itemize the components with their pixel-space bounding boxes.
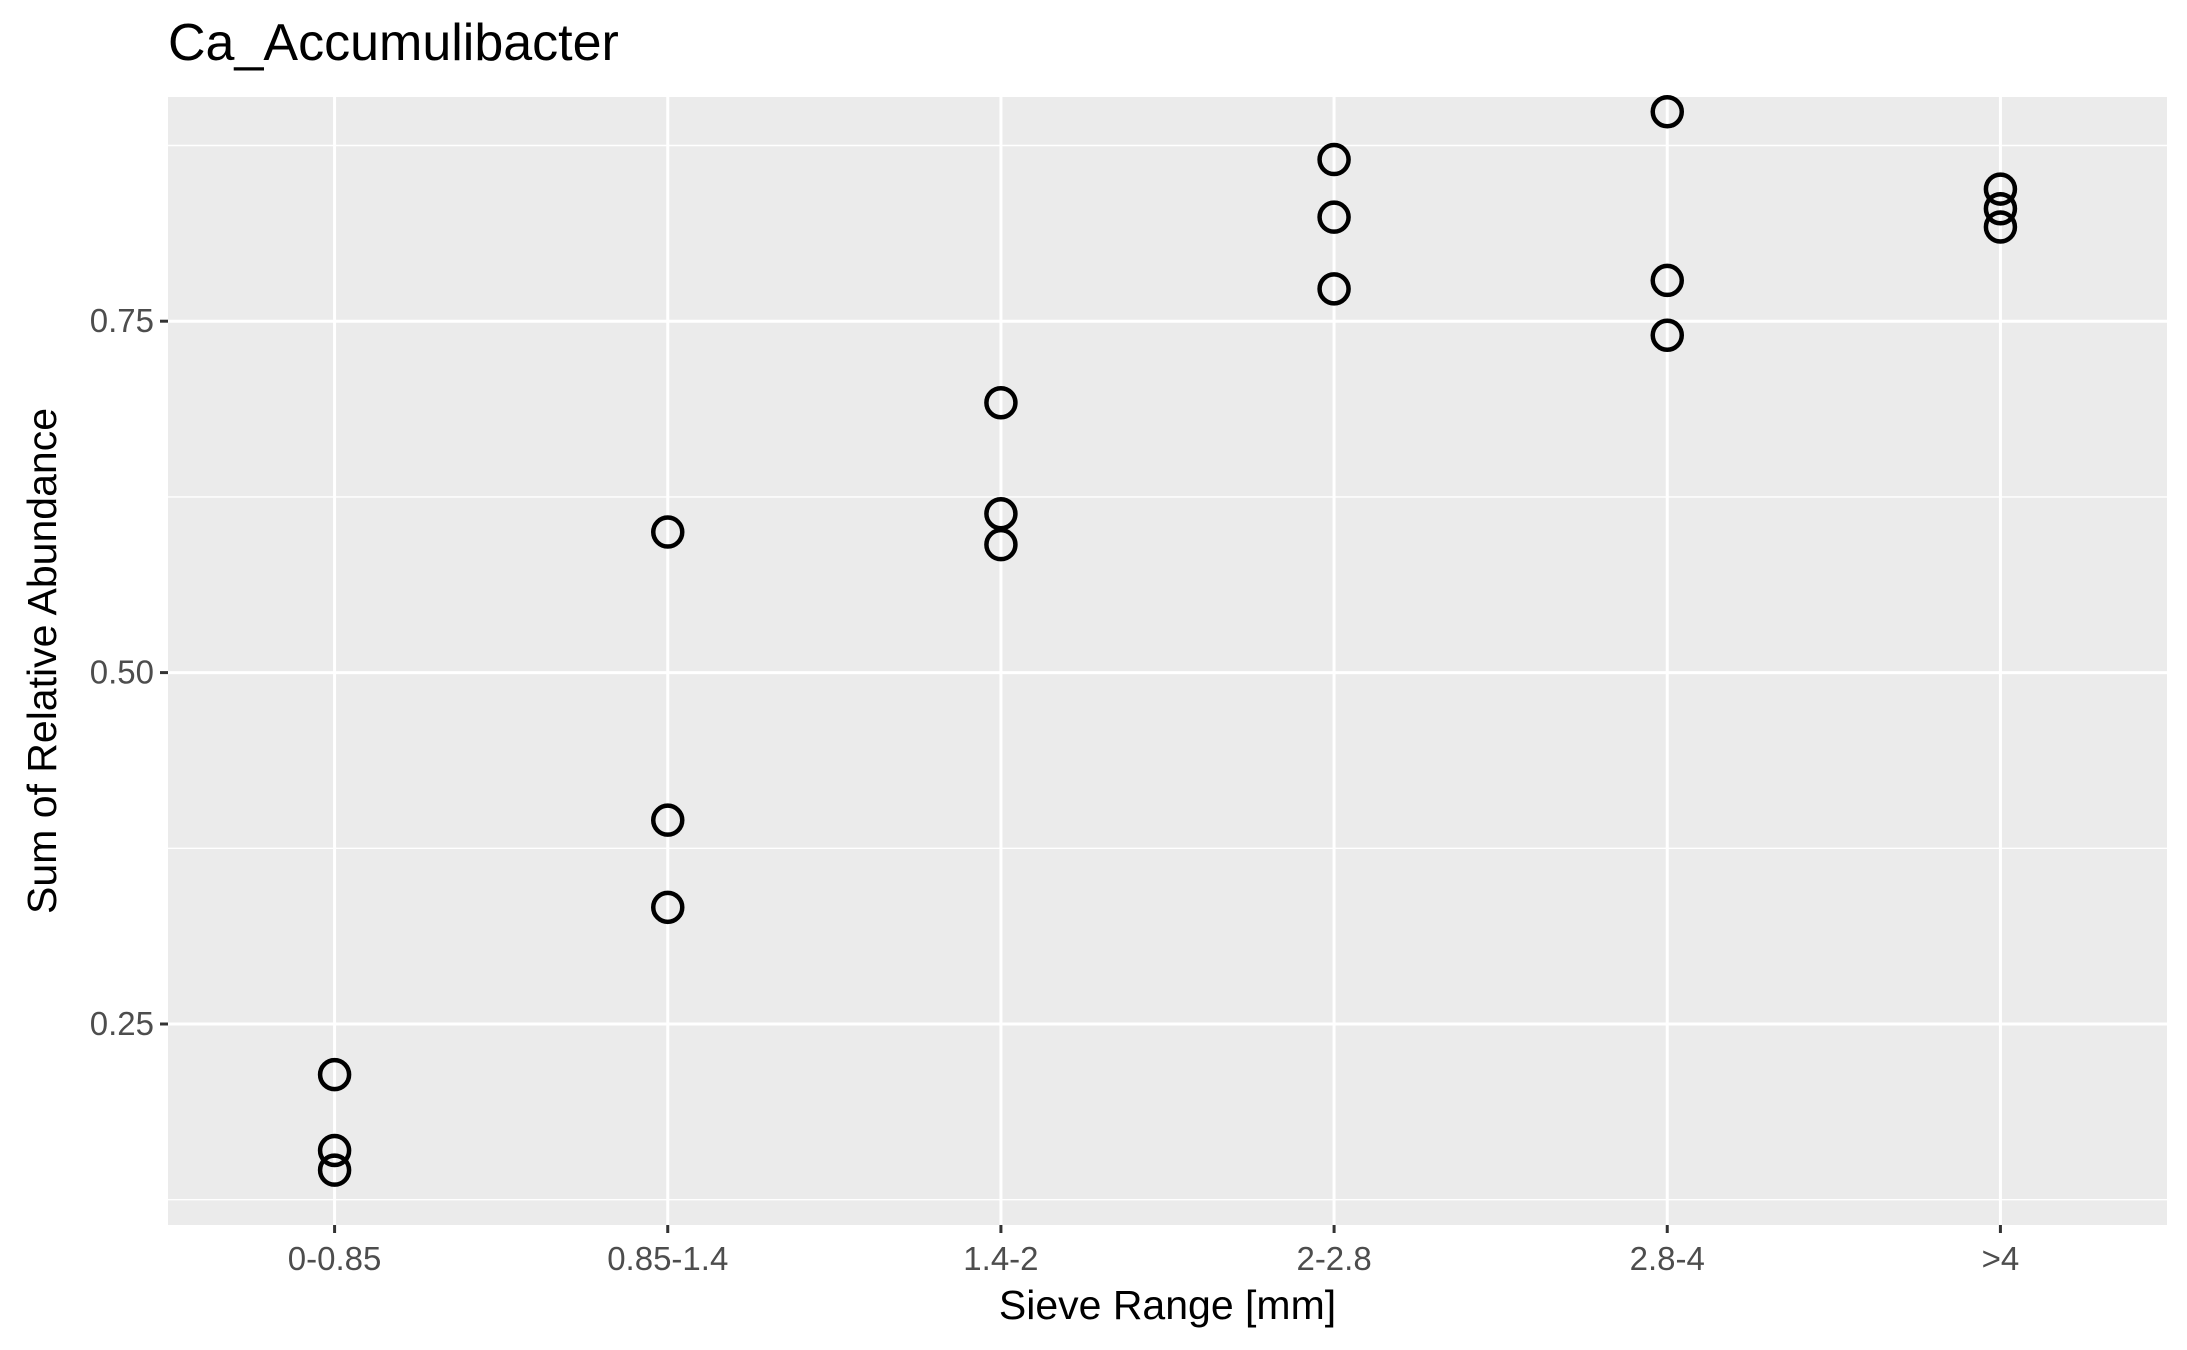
- data-point: [984, 527, 1018, 562]
- y-tick-label: 0.50: [90, 654, 154, 691]
- plot-panel: [168, 97, 2167, 1225]
- x-tick-label: 2-2.8: [1296, 1240, 1371, 1277]
- y-tick-label: 0.75: [90, 302, 154, 339]
- data-point: [317, 1133, 352, 1168]
- data-point: [984, 385, 1018, 420]
- y-axis-title: Sum of Relative Abundance: [19, 408, 65, 914]
- data-point: [1983, 210, 2018, 244]
- chart-title: Ca_Accumulibacter: [168, 14, 619, 72]
- data-point: [651, 890, 685, 925]
- data-point: [317, 1057, 352, 1092]
- y-tick-label: 0.25: [90, 1005, 154, 1042]
- data-point: [1317, 142, 1351, 177]
- data-point: [1317, 200, 1351, 234]
- data-point: [1650, 95, 1684, 129]
- data-point: [651, 803, 685, 837]
- data-point: [651, 515, 685, 549]
- x-tick-label: 2.8-4: [1630, 1240, 1705, 1277]
- data-point: [1983, 172, 2018, 206]
- data-point: [1983, 191, 2018, 226]
- data-point: [1650, 263, 1684, 298]
- data-point: [1650, 318, 1684, 353]
- x-tick-label: 0-0.85: [288, 1240, 382, 1277]
- x-tick-label: >4: [1982, 1240, 2020, 1277]
- x-axis-title: Sieve Range [mm]: [999, 1282, 1336, 1328]
- tick-labels: 0.25 0.50 0.75 0-0.85 0.85-1.4 1.4-2 2-2.8 2.8-…: [90, 302, 2019, 1277]
- axis-ticks: [160, 319, 2002, 1233]
- data-points: [317, 95, 2018, 1187]
- x-tick-label: 1.4-2: [963, 1240, 1038, 1277]
- data-point: [1317, 272, 1351, 306]
- major-gridlines: [168, 97, 2167, 1225]
- data-point: [317, 1153, 352, 1187]
- minor-gridlines: [168, 144, 2167, 1201]
- x-tick-label: 0.85-1.4: [607, 1240, 728, 1277]
